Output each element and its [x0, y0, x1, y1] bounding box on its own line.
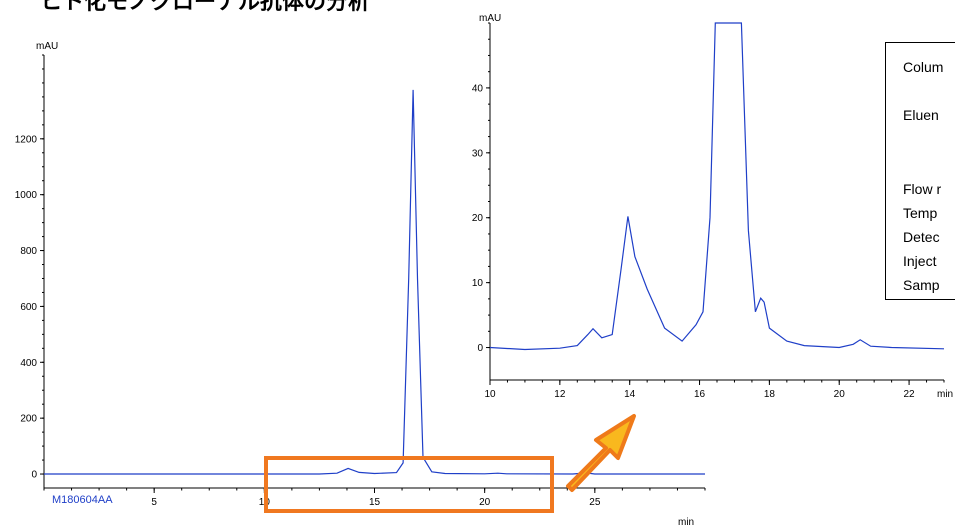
inset-y-tick-label: 40 [472, 83, 484, 94]
info-column: Colum [903, 59, 944, 75]
info-flow-rate: Flow r [903, 181, 942, 197]
zoom-indicator [264, 414, 636, 513]
main-x-tick-label: 15 [369, 497, 381, 508]
main-y-axis-label: mAU [36, 41, 58, 52]
info-eluent: Eluen [903, 107, 939, 123]
inset-y-tick-label: 10 [472, 278, 484, 289]
main-y-tick-label: 800 [20, 246, 37, 257]
inset-y-axis-label: mAU [479, 13, 501, 24]
inset-y-tick-label: 0 [477, 343, 483, 354]
inset-x-tick-label: 14 [624, 389, 636, 400]
main-x-tick-label: 25 [589, 497, 601, 508]
info-injection: Inject [903, 253, 937, 269]
main-y-tick-label: 0 [31, 470, 37, 481]
main-y-tick-label: 400 [20, 358, 37, 369]
main-y-tick-label: 1200 [15, 134, 38, 145]
main-trace-line [44, 89, 705, 475]
info-sample: Samp [903, 277, 940, 293]
inset-trace-line [489, 22, 945, 351]
inset-x-axis-label: min [937, 389, 953, 400]
inset-y-tick-label: 30 [472, 148, 484, 159]
zoom-region-box [264, 456, 554, 513]
zoom-arrow [566, 414, 636, 492]
main-y-tick-label: 1000 [15, 190, 38, 201]
inset-x-tick-label: 20 [834, 389, 846, 400]
info-detection: Detec [903, 229, 940, 245]
inset-y-tick-label: 20 [472, 213, 484, 224]
sample-label: M180604AA [52, 494, 113, 506]
conditions-box: Colum Eluen Flow r Temp Detec Inject Sam… [885, 42, 955, 300]
main-x-tick-label: 20 [479, 497, 491, 508]
inset-x-tick-label: 16 [694, 389, 706, 400]
info-temperature: Temp [903, 205, 938, 221]
main-chromatogram: mAU min M180604AA 0200400600800100012005… [15, 41, 706, 528]
main-y-tick-label: 200 [20, 414, 37, 425]
inset-x-tick-label: 12 [554, 389, 566, 400]
main-x-tick-label: 5 [151, 497, 157, 508]
page-title: ヒト化モノクローナル抗体の分析 [40, 0, 371, 15]
inset-x-tick-label: 18 [764, 389, 776, 400]
inset-chromatogram: mAU min 0 10 20 30 40 10 12 14 16 18 20 22 [472, 13, 953, 400]
main-x-axis-label: min [678, 517, 694, 528]
main-y-tick-label: 600 [20, 302, 37, 313]
inset-x-tick-label: 10 [484, 389, 496, 400]
inset-x-tick-label: 22 [904, 389, 916, 400]
